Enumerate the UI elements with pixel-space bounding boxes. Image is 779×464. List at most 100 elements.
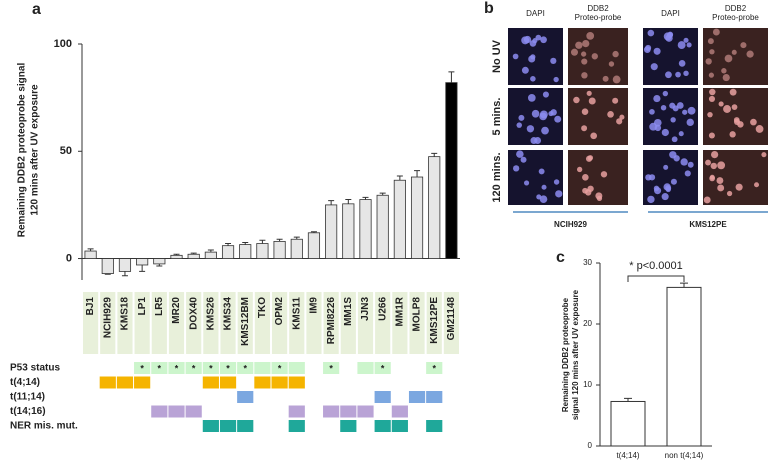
significance-bracket [627,275,685,282]
bar [428,156,441,259]
y-tick-label: 30 [583,258,592,267]
y-axis-title: Remaining DDB2 proteoprobe signal [17,63,28,238]
cell-dot [712,28,720,36]
category-box [392,292,408,354]
error-bar [190,252,197,255]
bar [325,204,338,259]
cell-dot [647,195,655,204]
cell-dot [616,118,623,125]
category-box [357,292,374,354]
bar [118,258,132,272]
category-box [83,292,99,354]
cell-dot [653,94,661,103]
annotation-cell [288,376,305,389]
cell-dot [649,109,655,115]
cell-dot [672,105,679,112]
cell-dot [686,42,692,48]
cell-dot [612,75,621,84]
annotation-cell [254,362,271,374]
bar [170,254,183,259]
error-bar [139,264,146,272]
star: * [329,363,333,373]
bar [136,258,149,266]
bar [187,253,200,259]
cell-dot [581,51,587,57]
column-header: DDB2 [725,4,747,13]
cell-dot [684,170,691,177]
category-box [186,292,202,354]
cell-dot [683,70,689,77]
star: * [192,363,196,373]
cell-dot [619,114,625,120]
cell-dot [586,32,595,40]
cell-dot [721,68,727,74]
category-box [289,292,305,354]
error-bar [345,199,352,204]
cell-dot [705,58,712,65]
bar [359,199,372,259]
error-bar [396,175,403,181]
cell-dot [661,193,669,201]
column-header: DAPI [526,9,545,18]
y-axis-title: Remaining DDB2 proteoprobe [561,297,570,412]
group-label: NCIH929 [554,220,587,229]
star: * [175,363,179,373]
cell-dot [735,183,743,191]
cell-dot [582,39,590,48]
error-bar [87,248,94,252]
cell-dot [670,178,677,185]
star: * [432,363,436,373]
cell-dot [716,177,724,184]
column-header: Proteo-probe [712,13,759,22]
category-box [426,292,442,354]
annotation-cell [202,420,219,432]
x-tick-label: MOLP8 [412,297,423,332]
cell-dot [737,121,744,128]
cell-dot [570,48,578,56]
error-bar [624,397,632,402]
x-tick-label: RPMI8226 [326,297,337,345]
column-header: Proteo-probe [575,13,622,22]
annotation-cell [357,362,374,374]
annotation-cell [408,391,426,403]
cell-dot [512,53,519,60]
annotation-cell [340,420,357,432]
row-label: P53 status [10,363,60,374]
row-label: NER mis. mut. [10,421,78,432]
annotation-cell [426,362,443,374]
x-tick-label: MM1S [343,297,354,326]
x-tick-label: JJN3 [360,297,371,321]
cell-dot [755,125,764,133]
cell-dot [649,122,658,131]
x-tick-label: KMS11 [291,297,302,330]
cell-dot [539,195,548,203]
annotation-cell [99,376,116,389]
error-bar [173,253,180,256]
cell-dot [607,111,614,118]
cell-dot [645,174,652,181]
cell-dot [608,61,615,67]
cell-dot [653,185,660,191]
annotation-cell [219,362,237,374]
cell-dot [600,171,608,178]
annotation-cell [391,405,408,418]
cell-dot [595,192,603,200]
category-box [117,292,133,354]
annotation-cell [219,376,237,389]
cell-dot [740,42,747,49]
cell-dot [666,32,673,39]
cell-dot [520,156,527,163]
bar [239,244,252,259]
cell-dot [680,158,688,166]
cell-dot [729,88,737,96]
category-box [134,292,150,354]
cell-dot [686,118,694,127]
cell-dot [682,109,688,115]
cell-dot [754,182,760,188]
x-tick-label: KMS12PE [429,297,440,344]
cell-dot [671,136,678,143]
category-box [220,292,236,354]
bar [221,245,235,259]
cell-dot [761,152,767,158]
row-label: 5 mins. [491,98,503,136]
